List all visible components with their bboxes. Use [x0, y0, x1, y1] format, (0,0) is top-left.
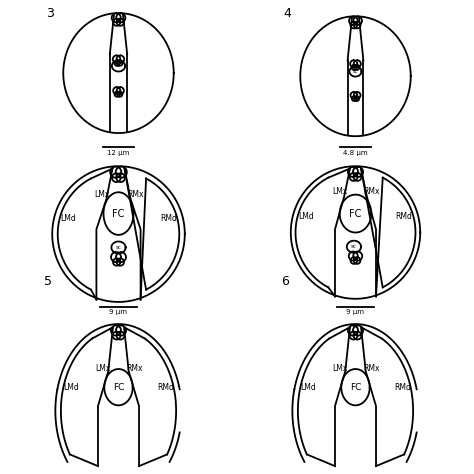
Text: LMd: LMd [300, 383, 316, 392]
Text: RMd: RMd [395, 212, 412, 221]
Text: FC: FC [113, 383, 124, 392]
Text: sc: sc [116, 64, 121, 68]
Text: FC: FC [350, 383, 361, 392]
Text: LMx: LMx [332, 187, 347, 196]
Text: RMd: RMd [157, 383, 174, 392]
Text: 9 μm: 9 μm [346, 309, 365, 315]
Text: LMd: LMd [63, 383, 79, 392]
Text: LMx: LMx [94, 190, 110, 199]
Text: 12 μm: 12 μm [107, 150, 130, 156]
Text: FC: FC [349, 209, 362, 219]
Text: RMx: RMx [364, 364, 380, 373]
Text: 9 μm: 9 μm [109, 309, 128, 315]
Text: 3: 3 [46, 7, 54, 20]
Text: sc: sc [116, 245, 121, 250]
Text: RMx: RMx [127, 364, 143, 373]
Text: 4: 4 [283, 7, 291, 20]
Text: sc: sc [351, 244, 357, 249]
Text: 6: 6 [281, 275, 289, 288]
Text: LMd: LMd [299, 212, 314, 221]
Text: LMd: LMd [60, 214, 76, 223]
Text: LMx: LMx [95, 364, 110, 373]
Text: RMx: RMx [127, 190, 144, 199]
Text: FC: FC [112, 209, 125, 219]
Text: sc: sc [353, 69, 358, 74]
Text: LMx: LMx [332, 364, 347, 373]
Text: RMx: RMx [364, 187, 380, 196]
Text: 4.8 μm: 4.8 μm [343, 150, 368, 156]
Text: 5: 5 [44, 275, 52, 288]
Text: RMd: RMd [394, 383, 411, 392]
Text: RMd: RMd [160, 214, 177, 223]
